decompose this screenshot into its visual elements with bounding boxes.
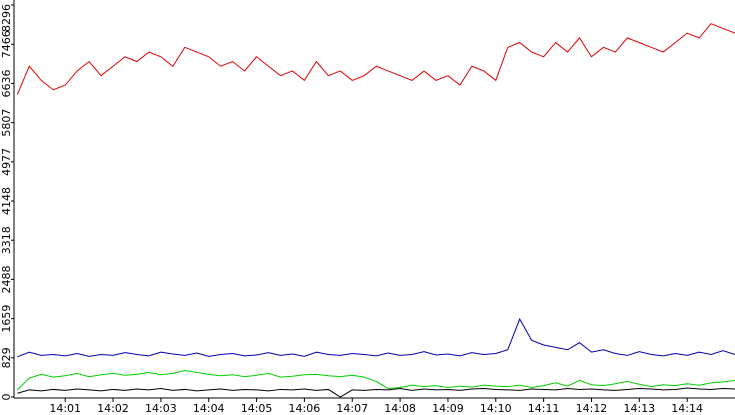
x-tick-label: 14:08 <box>384 402 416 415</box>
x-tick-label: 14:11 <box>528 402 560 415</box>
x-tick-label: 14:12 <box>576 402 608 415</box>
y-tick-label: 3318 <box>0 226 13 254</box>
y-tick-label: 8296 <box>0 4 13 32</box>
y-tick-label: 6636 <box>0 69 13 97</box>
x-tick-label: 14:14 <box>671 402 703 415</box>
series-line <box>16 23 735 95</box>
x-tick-label: 14:07 <box>336 402 368 415</box>
x-tick-label: 14:03 <box>145 402 177 415</box>
x-tick-label: 14:09 <box>432 402 464 415</box>
y-tick-label: 7466 <box>0 30 13 58</box>
series-line <box>17 317 735 358</box>
series-line <box>16 370 735 391</box>
y-tick-label: 0 <box>0 394 13 401</box>
series-line <box>17 387 735 398</box>
x-tick-label: 14:13 <box>623 402 655 415</box>
y-tick-label: 2488 <box>0 265 13 293</box>
y-tick-label: 4977 <box>0 148 13 176</box>
x-tick-label: 14:10 <box>480 402 512 415</box>
y-tick-label: 829 <box>0 347 13 368</box>
x-tick-label: 14:06 <box>289 402 321 415</box>
x-tick-label: 14:02 <box>97 402 129 415</box>
x-tick-label: 14:04 <box>193 402 225 415</box>
y-tick-label: 1659 <box>0 305 13 333</box>
x-tick-label: 14:05 <box>241 402 273 415</box>
x-tick-label: 14:01 <box>49 402 81 415</box>
y-tick-label: 4148 <box>0 187 13 215</box>
y-tick-label: 5807 <box>0 109 13 137</box>
